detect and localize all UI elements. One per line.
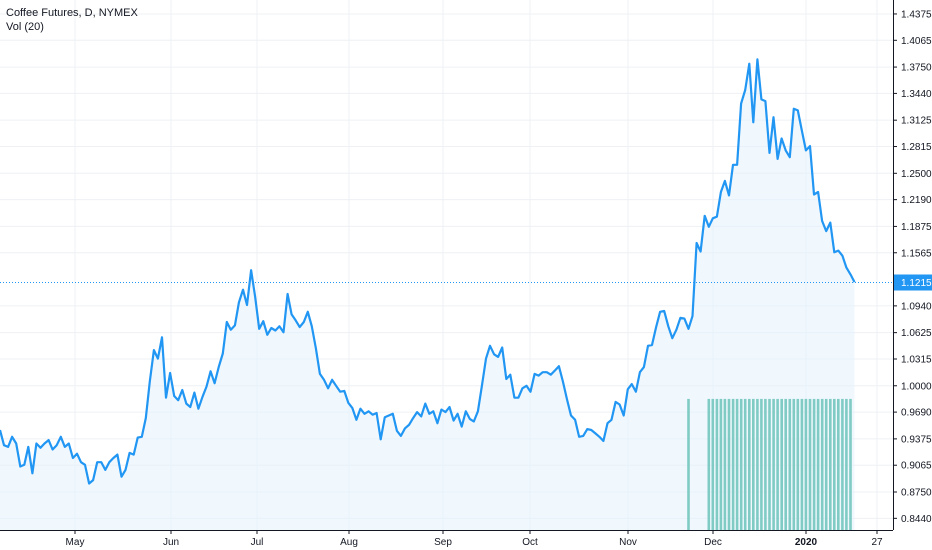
volume-bar	[780, 398, 783, 530]
time-tick-label: 27	[871, 537, 883, 548]
volume-bar	[727, 398, 731, 530]
volume-bar	[816, 398, 820, 530]
price-area-fill	[0, 59, 855, 531]
volume-bar	[711, 398, 715, 530]
price-tick-label: 1.0000	[901, 381, 932, 392]
volume-bar	[812, 398, 816, 530]
price-tick-label: 1.2815	[901, 142, 932, 153]
volume-bar	[719, 398, 723, 530]
time-tick-label: Aug	[340, 537, 358, 548]
last-price-tag-box	[894, 274, 932, 291]
price-area	[0, 59, 855, 531]
time-tick-label: May	[66, 537, 85, 548]
volume-bars	[687, 398, 852, 530]
price-tick-label: 1.4065	[901, 36, 932, 47]
time-tick-label: Oct	[522, 537, 538, 548]
volume-bar	[760, 398, 763, 530]
time-tick-label: Sep	[434, 537, 452, 548]
last-price-tag: 1.1215	[894, 274, 932, 291]
chart-legend: Coffee Futures, D, NYMEX Vol (20)	[6, 6, 138, 34]
price-tick-label: 0.9375	[901, 434, 932, 445]
volume-bar	[743, 398, 747, 530]
volume-bar	[764, 398, 767, 530]
price-tick-label: 1.4375	[901, 9, 932, 20]
volume-indicator-label[interactable]: Vol (20)	[6, 21, 44, 33]
time-tick-label: Jun	[163, 537, 179, 548]
price-axis[interactable]: 1.4375 1.4065 1.3750 1.3440 1.3125 1.2815 1.25…	[893, 0, 932, 530]
volume-bar	[687, 398, 690, 530]
volume-bar	[784, 398, 787, 530]
price-tick-label: 1.1565	[901, 248, 932, 259]
price-tick-label: 1.1875	[901, 222, 932, 233]
volume-bar	[804, 398, 808, 530]
volume-bar	[849, 398, 852, 530]
volume-bar	[707, 398, 711, 530]
volume-bar	[756, 398, 759, 530]
volume-bar	[808, 398, 812, 530]
price-tick-label: 1.2500	[901, 169, 932, 180]
last-price-tag-label: 1.1215	[901, 278, 932, 289]
price-tick-label: 0.9690	[901, 408, 932, 419]
price-tick-label: 1.3750	[901, 63, 932, 74]
volume-bar	[715, 398, 719, 530]
price-tick-label: 1.2190	[901, 195, 932, 206]
volume-bar	[796, 398, 800, 530]
price-tick-label: 1.3125	[901, 116, 932, 127]
volume-bar	[792, 398, 796, 530]
volume-bar	[776, 398, 779, 530]
volume-bar	[772, 398, 775, 530]
time-tick-label: Nov	[619, 537, 637, 548]
volume-bar	[739, 398, 743, 530]
volume-bar	[837, 398, 840, 530]
price-tick-label: 1.0940	[901, 301, 932, 312]
volume-bar	[768, 398, 771, 530]
price-tick-label: 0.8750	[901, 487, 932, 498]
volume-bar	[841, 398, 844, 530]
symbol-title[interactable]: Coffee Futures, D, NYMEX	[6, 7, 138, 19]
price-tick-label: 1.3440	[901, 89, 932, 100]
time-tick-label: 2020	[795, 537, 818, 548]
price-tick-label: 1.0625	[901, 328, 932, 339]
volume-bar	[735, 398, 739, 530]
volume-bar	[752, 398, 755, 530]
volume-bar	[820, 398, 824, 530]
price-tick-label: 1.0315	[901, 354, 932, 365]
price-tick-label: 0.8440	[901, 514, 932, 525]
price-tick-label: 0.9065	[901, 461, 932, 472]
volume-bar	[748, 398, 751, 530]
price-line	[0, 58, 856, 485]
time-tick-label: Dec	[704, 537, 722, 548]
time-axis[interactable]: May Jun Jul Aug Sep Oct Nov Dec 2020 27	[0, 530, 893, 548]
volume-bar	[824, 398, 828, 530]
volume-bar	[833, 398, 836, 530]
volume-bar	[788, 398, 792, 530]
volume-bar	[845, 398, 848, 530]
volume-bar	[800, 398, 804, 530]
volume-bar	[829, 398, 832, 530]
time-tick-label: Jul	[251, 537, 264, 548]
price-series-line	[0, 58, 856, 485]
volume-bar	[723, 398, 727, 530]
volume-bar	[731, 398, 735, 530]
